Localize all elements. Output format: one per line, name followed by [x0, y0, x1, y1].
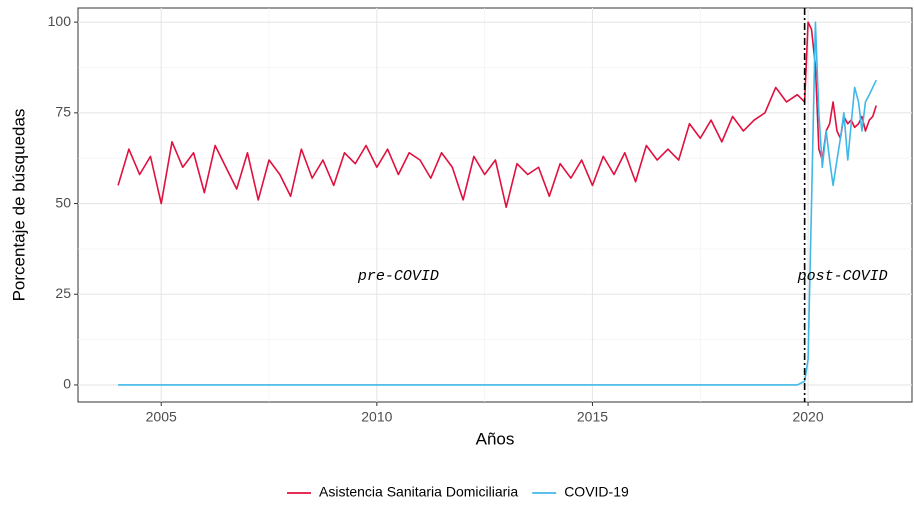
marks [117, 21, 877, 386]
y-axis-title: Porcentaje de búsquedas [9, 109, 28, 302]
y-tick-label: 100 [48, 13, 72, 29]
x-tick-label: 2015 [577, 409, 608, 425]
y-tick-label: 0 [63, 376, 71, 392]
y-tick-label: 75 [55, 104, 71, 120]
plot-panel [77, 7, 913, 403]
x-axis-title: Años [476, 429, 515, 448]
x-tick-label: 2020 [792, 409, 823, 425]
annotation: post-COVID [797, 268, 888, 285]
grid [78, 8, 912, 402]
x-tick-label: 2010 [361, 409, 392, 425]
x-tick-label: 2005 [146, 409, 177, 425]
y-tick-label: 50 [55, 194, 71, 210]
legend-label: COVID-19 [564, 484, 629, 500]
y-tick-label: 25 [55, 285, 71, 301]
legend-label: Asistencia Sanitaria Domiciliaria [319, 484, 518, 500]
series-line [118, 21, 877, 386]
annotation: pre-COVID [357, 268, 439, 285]
